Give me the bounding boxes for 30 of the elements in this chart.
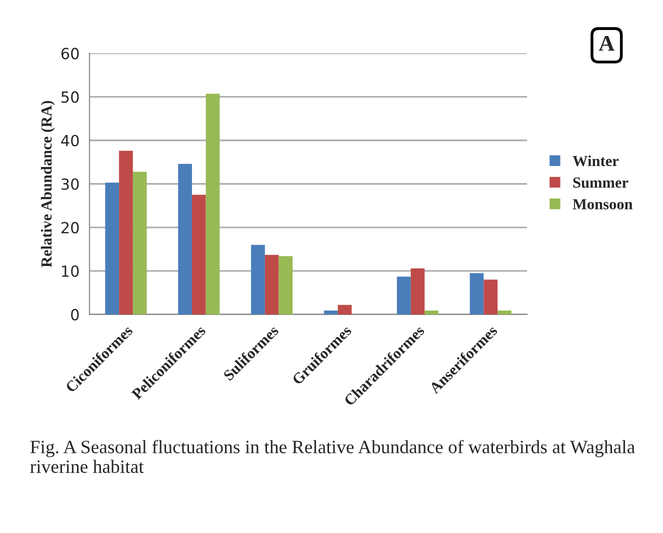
text: A (598, 36, 615, 51)
bar (206, 94, 220, 314)
y-axis-title: Relative Abundance (RA) (40, 100, 55, 268)
y-tick-label: 60 (61, 48, 79, 60)
bar (105, 182, 120, 314)
bar (396, 276, 411, 314)
y-tick-label: 20 (61, 222, 79, 234)
legend-label: Monsoon (572, 199, 633, 210)
bar (278, 256, 293, 314)
bar (132, 172, 147, 314)
bar (470, 273, 484, 314)
bar (119, 150, 133, 314)
y-tick-label: 10 (62, 265, 79, 277)
bar (338, 304, 352, 314)
bar (251, 244, 265, 314)
bar (484, 280, 498, 314)
bar (178, 164, 192, 314)
bar (424, 310, 438, 314)
bar (410, 268, 425, 314)
bar (498, 310, 512, 314)
text: Fig. A Seasonal fluctuations in the Relative Abundance of waterbirds at Waghala riverine habitat (30, 440, 635, 473)
legend-label: Winter (572, 155, 619, 166)
legend-label: Summer (573, 177, 628, 188)
y-tick-label: 0 (71, 308, 79, 320)
y-tick-label: 30 (62, 178, 79, 190)
y-tick-label: 50 (62, 91, 79, 103)
y-tick-label: 40 (61, 134, 79, 146)
bar (192, 194, 206, 314)
bar (264, 254, 279, 314)
bar (324, 310, 338, 314)
